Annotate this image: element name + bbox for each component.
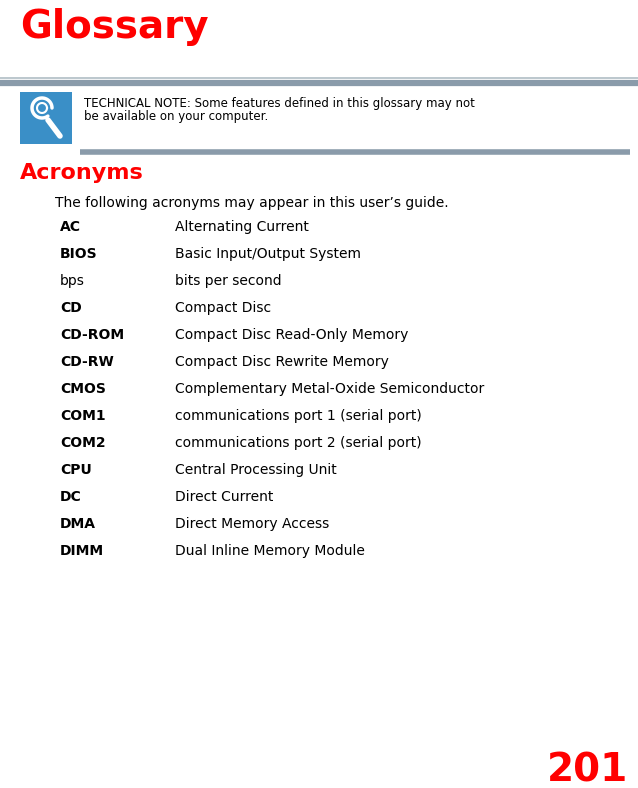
Text: BIOS: BIOS [60,247,98,261]
Text: CMOS: CMOS [60,382,106,396]
FancyBboxPatch shape [20,92,72,144]
Text: The following acronyms may appear in this user’s guide.: The following acronyms may appear in thi… [55,196,449,210]
Text: bits per second: bits per second [175,274,281,288]
Text: Direct Current: Direct Current [175,490,273,504]
Text: Direct Memory Access: Direct Memory Access [175,517,329,531]
Text: CPU: CPU [60,463,92,477]
Text: Compact Disc Read-Only Memory: Compact Disc Read-Only Memory [175,328,408,342]
Text: COM1: COM1 [60,409,106,423]
Text: CD: CD [60,301,82,315]
Text: Acronyms: Acronyms [20,163,144,183]
Text: TECHNICAL NOTE: Some features defined in this glossary may not: TECHNICAL NOTE: Some features defined in… [84,97,475,110]
Text: 201: 201 [547,752,628,788]
Text: AC: AC [60,220,81,234]
Text: be available on your computer.: be available on your computer. [84,110,268,123]
Text: communications port 2 (serial port): communications port 2 (serial port) [175,436,422,450]
Text: Compact Disc Rewrite Memory: Compact Disc Rewrite Memory [175,355,389,369]
Text: CD-RW: CD-RW [60,355,114,369]
Text: Compact Disc: Compact Disc [175,301,271,315]
Text: Dual Inline Memory Module: Dual Inline Memory Module [175,544,365,558]
Text: COM2: COM2 [60,436,106,450]
Text: DMA: DMA [60,517,96,531]
Text: Alternating Current: Alternating Current [175,220,309,234]
Text: Central Processing Unit: Central Processing Unit [175,463,337,477]
Text: DC: DC [60,490,82,504]
Text: Complementary Metal-Oxide Semiconductor: Complementary Metal-Oxide Semiconductor [175,382,484,396]
Text: CD-ROM: CD-ROM [60,328,124,342]
Text: Basic Input/Output System: Basic Input/Output System [175,247,361,261]
Text: communications port 1 (serial port): communications port 1 (serial port) [175,409,422,423]
Text: Glossary: Glossary [20,8,209,46]
Text: bps: bps [60,274,85,288]
Text: DIMM: DIMM [60,544,104,558]
